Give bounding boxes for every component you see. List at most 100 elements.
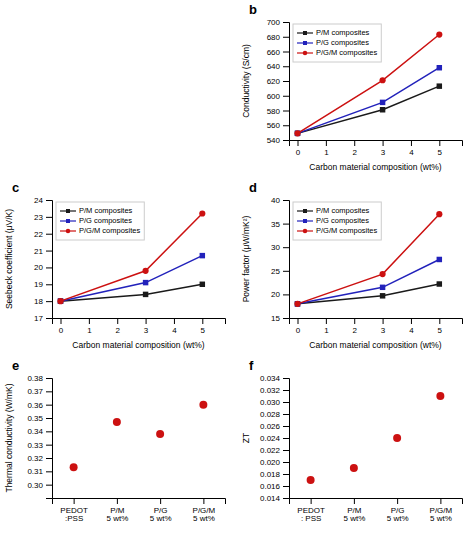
tick-mark xyxy=(283,390,289,391)
series-marker xyxy=(143,292,148,297)
tick-label: 0.38 xyxy=(27,374,43,383)
tick: 0.016 xyxy=(260,482,289,491)
tick: 18 xyxy=(34,297,52,306)
tick-label: 0 xyxy=(296,326,301,335)
tick-mark xyxy=(46,431,52,432)
tick-label: 21 xyxy=(34,247,43,256)
tick: 5 xyxy=(438,318,443,335)
tick-label: 5 xyxy=(438,326,443,335)
tick-label: 19 xyxy=(34,280,43,289)
tick-label: 0.014 xyxy=(260,494,281,503)
tick: 0.37 xyxy=(27,387,52,396)
tick: 0.028 xyxy=(260,410,289,419)
legend-symbol xyxy=(303,31,307,35)
series-marker xyxy=(143,280,148,285)
legend-frame xyxy=(293,202,381,240)
tick-label: P/G5 wt% xyxy=(150,506,172,524)
figure: 540560580600620640660680700012345Carbon … xyxy=(0,0,474,534)
tick-label: 0.018 xyxy=(260,470,281,479)
legend-label: P/M composites xyxy=(79,206,133,215)
tick-mark xyxy=(117,498,118,504)
tick: 20 xyxy=(34,263,52,272)
legend-frame xyxy=(56,202,144,240)
tick: 3 xyxy=(381,140,386,157)
tick-mark xyxy=(411,318,412,324)
series-marker xyxy=(380,107,385,112)
tick-label: 0.35 xyxy=(27,414,43,423)
tick-mark xyxy=(411,140,412,146)
y-axis-label: Seebeck coefficient (μV/K) xyxy=(4,209,14,309)
tick: P/G/M5 wt% xyxy=(193,498,216,523)
tick-label: 5 xyxy=(201,326,206,335)
plot-area xyxy=(307,392,445,484)
tick: P/M5 wt% xyxy=(343,498,365,523)
tick-label-line: P/G/M xyxy=(193,506,216,515)
tick: 0 xyxy=(59,318,64,335)
tick-label: 3 xyxy=(381,148,386,157)
tick: 560 xyxy=(267,121,289,130)
tick-label-line: P/G/M xyxy=(430,506,453,515)
tick-mark xyxy=(283,111,289,112)
tick-label: 0.030 xyxy=(260,398,281,407)
tick-label: 700 xyxy=(267,18,281,27)
y-axis-label: Conductivity (S/cm) xyxy=(241,44,251,118)
tick-mark xyxy=(46,458,52,459)
panel: 0.300.310.320.330.340.350.360.370.38PEDO… xyxy=(4,358,226,523)
tick-mark xyxy=(326,318,327,324)
tick-label-line: P/M xyxy=(110,506,125,515)
tick-mark xyxy=(61,318,62,324)
tick-label-line: 5 wt% xyxy=(387,514,409,523)
tick-mark xyxy=(283,378,289,379)
tick-mark xyxy=(283,22,289,23)
series-marker xyxy=(58,298,63,303)
tick-label: 25 xyxy=(271,267,280,276)
series-marker xyxy=(58,298,63,303)
tick: 0.30 xyxy=(27,481,52,490)
series-marker xyxy=(57,298,63,304)
tick: 23 xyxy=(34,213,52,222)
tick: 4 xyxy=(409,318,414,335)
tick-label-line: :PSS xyxy=(65,514,83,523)
tick: 0.020 xyxy=(260,458,289,467)
panel-label: e xyxy=(12,358,19,373)
tick: 0.024 xyxy=(260,434,289,443)
series-marker xyxy=(437,281,442,286)
series-marker xyxy=(294,130,300,136)
panel-label: d xyxy=(249,180,257,195)
legend-label: P/G composites xyxy=(316,38,369,47)
legend-label: P/G/M composites xyxy=(316,48,378,57)
tick-mark xyxy=(283,318,289,319)
tick-label: 2 xyxy=(353,148,358,157)
tick-mark xyxy=(298,318,299,324)
tick: 3 xyxy=(381,318,386,335)
axis-line xyxy=(290,141,463,147)
tick-label: 0.024 xyxy=(260,434,281,443)
scatter-point xyxy=(307,476,315,484)
tick-label: 4 xyxy=(409,326,414,335)
series-line xyxy=(298,68,440,134)
tick: 0.31 xyxy=(27,467,52,476)
axis-line xyxy=(290,319,463,325)
series-marker xyxy=(294,301,300,307)
tick-mark xyxy=(46,391,52,392)
tick-label: 0 xyxy=(59,326,64,335)
tick-label: 0.022 xyxy=(260,446,281,455)
tick-mark xyxy=(283,426,289,427)
tick-label-line: 5 wt% xyxy=(193,514,215,523)
tick: 40 xyxy=(271,196,289,205)
tick-mark xyxy=(440,498,441,504)
axis-line xyxy=(283,201,290,319)
tick-label: 5 xyxy=(438,148,443,157)
tick: 24 xyxy=(34,196,52,205)
tick-label: 15 xyxy=(271,314,280,323)
tick-label: 0.026 xyxy=(260,422,281,431)
tick-mark xyxy=(283,52,289,53)
tick-label: 4 xyxy=(172,326,177,335)
tick-label: PEDOT:PSS xyxy=(60,506,88,524)
axis-line xyxy=(283,23,290,141)
x-axis-label: Carbon material composition (wt%) xyxy=(309,340,441,350)
y-axis-label: Power factor (μW/mK²) xyxy=(241,216,251,303)
tick: 2 xyxy=(353,140,358,157)
tick: 19 xyxy=(34,280,52,289)
tick: P/G/M5 wt% xyxy=(430,498,453,523)
